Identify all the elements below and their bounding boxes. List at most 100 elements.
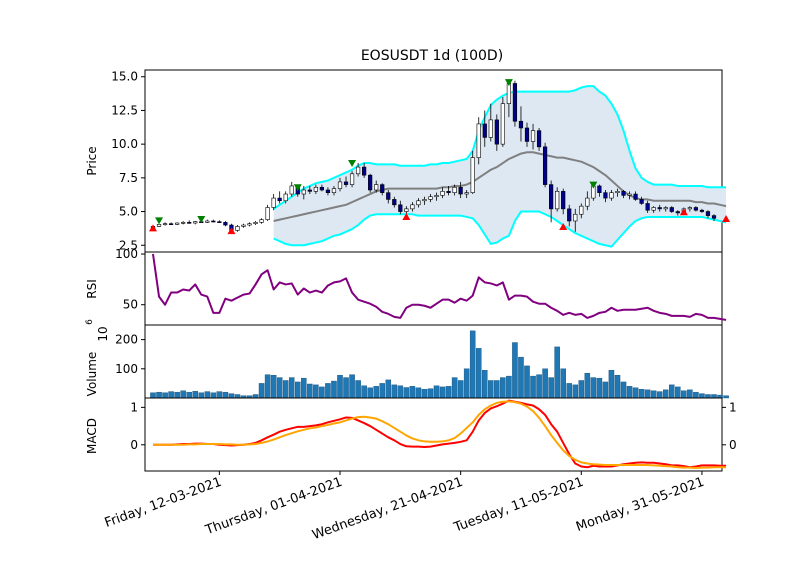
volume-bar — [162, 392, 168, 399]
volume-bar — [258, 383, 265, 399]
candle-body — [422, 199, 427, 202]
candle-body — [374, 184, 379, 191]
volume-bar — [463, 368, 470, 399]
volume-bar — [500, 377, 506, 399]
volume-bar — [168, 391, 174, 399]
candle-body — [156, 224, 162, 227]
volume-bar — [451, 377, 458, 399]
volume-bar — [711, 394, 717, 399]
volume-bar — [656, 391, 663, 399]
candle-body — [307, 189, 312, 192]
volume-bar — [252, 394, 259, 399]
volume-bar — [439, 386, 446, 399]
candle-body — [289, 185, 294, 195]
candle-body — [609, 192, 614, 199]
volume-bar — [614, 375, 621, 399]
volume-bar — [228, 393, 235, 399]
candle-body — [235, 226, 240, 231]
volume-bar — [367, 387, 373, 399]
volume-bar — [662, 389, 669, 399]
volume-bar — [602, 381, 609, 399]
volume-bar — [669, 384, 675, 399]
volume-bar — [198, 392, 205, 399]
candle-body — [168, 223, 174, 225]
candle-body — [313, 186, 318, 192]
candle-body — [368, 174, 373, 191]
volume-bar — [156, 391, 162, 399]
buy-signal-marker — [559, 223, 568, 231]
candle-body — [205, 220, 210, 223]
candle-body — [669, 207, 674, 212]
rsi-line — [152, 253, 727, 321]
candle-body — [579, 205, 584, 215]
volume-bar — [337, 375, 343, 399]
candle-body — [223, 222, 228, 226]
candle-body — [259, 219, 264, 223]
candle-body — [319, 186, 325, 191]
candle-body — [693, 207, 699, 211]
candle-body — [265, 207, 270, 220]
candle-body — [651, 207, 656, 211]
volume-bar — [373, 386, 379, 399]
volume-bar — [210, 392, 217, 399]
price-axis-label: Price — [85, 146, 99, 175]
signal-line — [153, 400, 727, 470]
candle-body — [440, 191, 445, 196]
candle-body — [193, 221, 198, 224]
rsi-tick-label: 50 — [123, 298, 138, 312]
price-tick-label: 5.0 — [119, 205, 138, 219]
candle-body — [536, 130, 542, 148]
sell-signal-marker — [504, 79, 513, 87]
volume-bar — [699, 393, 705, 399]
candle-body — [705, 211, 711, 216]
volume-bar — [307, 383, 313, 399]
volume-bar — [632, 387, 639, 399]
volume-bar — [325, 383, 331, 399]
candle-body — [639, 199, 644, 204]
volume-bar — [216, 391, 223, 399]
chart-title: EOSUSDT 1d (100D) — [361, 48, 503, 64]
volume-frame — [144, 324, 723, 399]
price-panel: 2.5 5.0 7.5 10.0 12.5 15.0 Price — [85, 69, 731, 253]
candle-body — [597, 185, 602, 193]
candle-body — [500, 103, 505, 145]
candle-body — [542, 146, 548, 185]
candle-body — [301, 189, 306, 195]
candle-body — [283, 193, 288, 202]
candle-body — [271, 197, 276, 208]
candle-body — [355, 166, 361, 175]
macd-panel: 0 1 0 1 MACD — [85, 397, 737, 472]
sell-signal-marker — [155, 217, 164, 225]
date-tick-label: Monday, 31-05-2021 — [574, 475, 706, 535]
volume-bar — [409, 386, 416, 399]
volume-bar — [270, 375, 277, 399]
candle-body — [555, 191, 560, 210]
volume-tick-label: 100 — [115, 362, 138, 376]
candle-body — [488, 119, 493, 138]
candle-body — [482, 123, 487, 138]
volume-bar — [319, 386, 325, 399]
macd-frame — [144, 397, 723, 472]
volume-bar — [723, 395, 729, 399]
bollinger-band-fill — [273, 86, 727, 247]
volume-tick-label: 200 — [115, 333, 138, 347]
candle-body — [446, 191, 451, 193]
volume-panel: 100 200 Volume 106 — [85, 319, 729, 399]
volume-bar — [415, 387, 422, 399]
buy-signal-marker — [722, 214, 731, 222]
sell-signal-marker — [589, 181, 598, 189]
volume-bar — [638, 389, 645, 399]
candle-body — [567, 208, 572, 222]
price-tick-label: 7.5 — [119, 171, 138, 185]
sell-signal-marker — [293, 184, 302, 192]
volume-bar — [572, 384, 579, 399]
volume-bar — [343, 377, 349, 399]
candle-body — [343, 181, 349, 185]
volume-bar — [403, 387, 410, 399]
volume-bar — [560, 368, 566, 399]
volume-bar — [469, 330, 476, 399]
volume-bar — [150, 392, 156, 399]
candle-body — [434, 195, 439, 198]
macd-tick-label: 1 — [130, 400, 138, 414]
